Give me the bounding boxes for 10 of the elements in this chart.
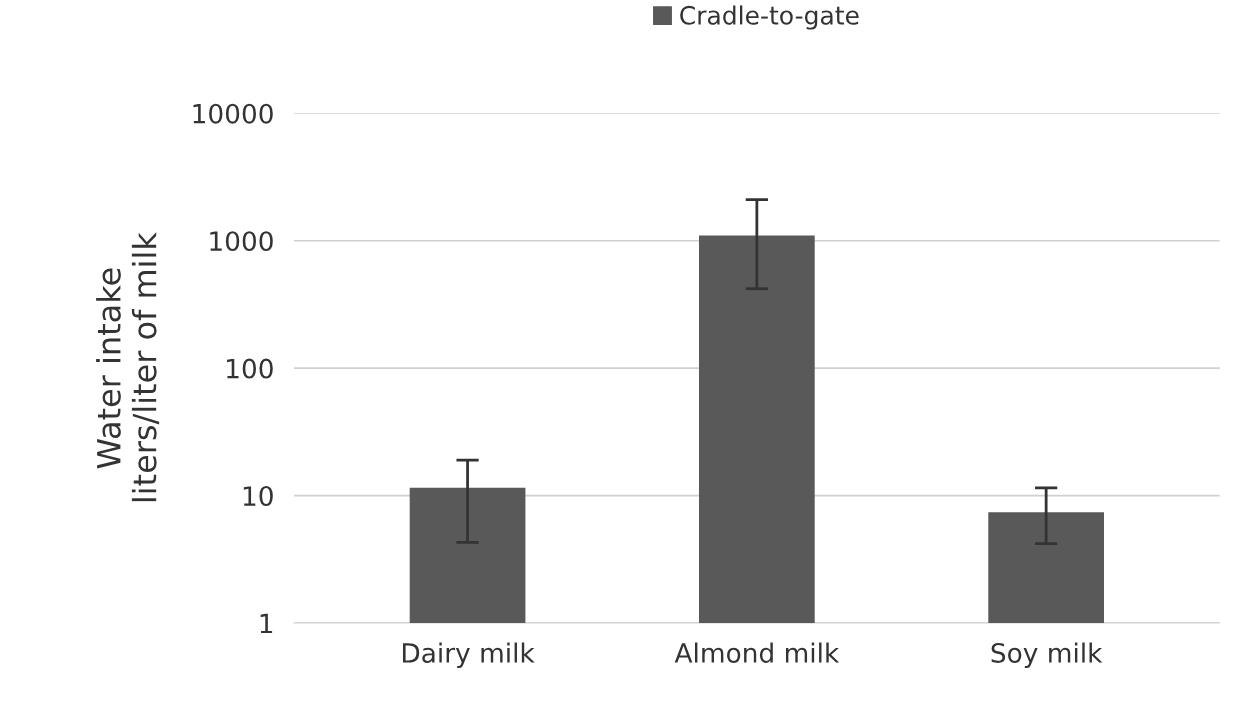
x-tick-label: Almond milk (674, 642, 840, 663)
y-tick-label: 1 (260, 613, 273, 634)
y-tick-label: 10 (243, 486, 273, 506)
y-tick-label: 100 (227, 358, 273, 379)
x-tick-label: Dairy milk (402, 642, 535, 669)
legend-label: Cradle-to-gate (680, 5, 859, 30)
y-tick-label: 10000 (193, 103, 273, 124)
x-tick-label: Soy milk (991, 642, 1103, 669)
y-axis-title: Water intake liters/liter of milk (96, 232, 160, 502)
y-tick-label: 1000 (210, 231, 273, 252)
